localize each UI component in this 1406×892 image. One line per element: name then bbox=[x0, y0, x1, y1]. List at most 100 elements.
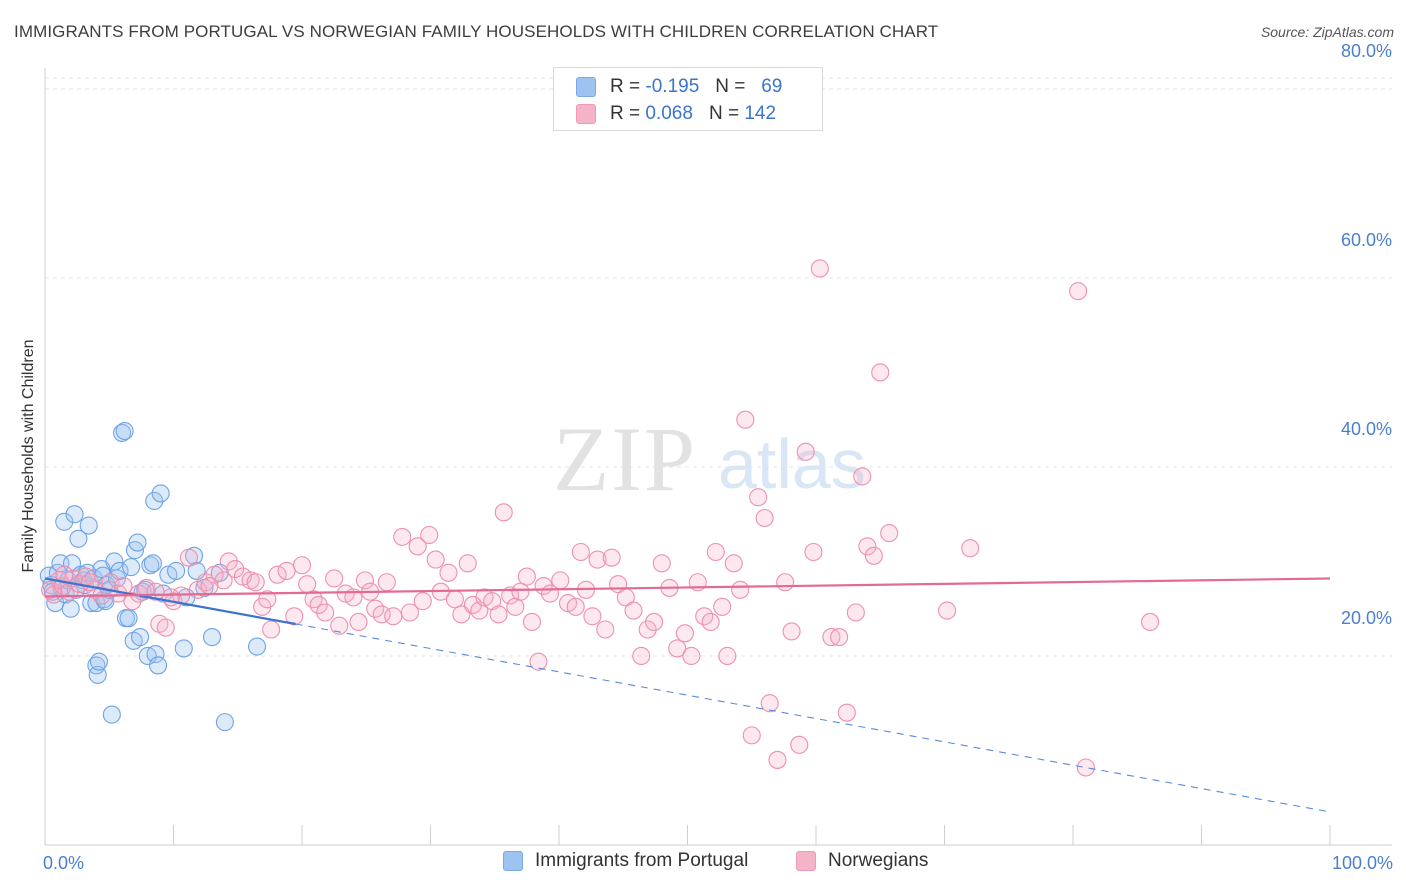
point-norwegians bbox=[701, 612, 720, 632]
legend-n-value: 69 bbox=[761, 76, 783, 97]
legend-item-portugal: Immigrants from Portugal bbox=[503, 850, 748, 872]
data-points bbox=[39, 259, 1160, 777]
point-norwegians bbox=[123, 592, 142, 611]
legend-row-portugal: R = -0.195 N = 69 bbox=[576, 75, 782, 99]
point-norwegians bbox=[511, 582, 530, 601]
point-norwegians bbox=[377, 573, 396, 592]
point-norwegians bbox=[200, 576, 219, 596]
series-legend: Immigrants from Portugal Norwegians bbox=[0, 850, 1406, 878]
x-tick-label: 100.0% bbox=[1332, 853, 1393, 873]
watermark-atlas: atlas bbox=[718, 425, 866, 503]
point-portugal bbox=[69, 529, 88, 548]
point-portugal bbox=[149, 656, 168, 675]
legend-r-value: -0.195 bbox=[645, 76, 700, 97]
legend-swatch-portugal bbox=[576, 77, 596, 97]
point-portugal bbox=[145, 491, 164, 511]
point-norwegians bbox=[830, 628, 849, 647]
point-norwegians bbox=[439, 563, 458, 582]
point-norwegians bbox=[588, 550, 607, 569]
legend-label-portugal: Immigrants from Portugal bbox=[535, 850, 749, 871]
point-norwegians bbox=[749, 488, 768, 507]
y-tick-label: 40.0% bbox=[1341, 419, 1392, 439]
point-norwegians bbox=[731, 580, 750, 599]
point-norwegians bbox=[522, 612, 542, 632]
point-norwegians bbox=[501, 586, 520, 605]
point-norwegians bbox=[760, 694, 779, 713]
point-norwegians bbox=[298, 575, 317, 594]
point-norwegians bbox=[400, 603, 419, 622]
point-norwegians bbox=[277, 561, 296, 580]
y-tick-label: 20.0% bbox=[1341, 608, 1392, 628]
point-portugal bbox=[128, 533, 147, 552]
watermark: ZIP atlas bbox=[553, 408, 866, 510]
point-norwegians bbox=[837, 703, 856, 722]
point-norwegians bbox=[349, 612, 368, 632]
point-portugal bbox=[115, 421, 134, 441]
point-norwegians bbox=[596, 620, 615, 639]
y-axis-title: Family Households with Children bbox=[20, 340, 37, 573]
point-norwegians bbox=[846, 603, 865, 622]
point-portugal bbox=[174, 639, 193, 658]
point-norwegians bbox=[706, 542, 725, 562]
point-norwegians bbox=[529, 652, 548, 671]
point-norwegians bbox=[675, 624, 694, 643]
point-norwegians bbox=[602, 548, 621, 567]
point-norwegians bbox=[489, 605, 508, 624]
trend-lines bbox=[44, 577, 1331, 813]
point-norwegians bbox=[668, 639, 687, 658]
point-norwegians bbox=[880, 524, 899, 543]
point-norwegians bbox=[724, 554, 743, 573]
point-portugal bbox=[247, 637, 267, 656]
point-norwegians bbox=[205, 565, 224, 584]
legend-row-norwegians: R = 0.068 N = 142 bbox=[576, 102, 776, 126]
point-norwegians bbox=[713, 597, 732, 616]
point-norwegians bbox=[810, 259, 829, 278]
point-portugal bbox=[167, 561, 186, 580]
point-norwegians bbox=[494, 503, 513, 522]
point-norwegians bbox=[325, 569, 344, 588]
point-norwegians bbox=[790, 735, 809, 754]
point-norwegians bbox=[858, 537, 877, 556]
point-norwegians bbox=[938, 601, 957, 620]
point-norwegians bbox=[262, 620, 281, 639]
point-norwegians bbox=[458, 554, 477, 573]
point-norwegians bbox=[776, 573, 795, 592]
point-norwegians bbox=[226, 559, 245, 579]
legend-item-norwegians: Norwegians bbox=[796, 850, 928, 872]
point-norwegians bbox=[316, 603, 335, 622]
point-norwegians bbox=[864, 546, 883, 565]
tick-labels: 20.0% 40.0% 60.0% 80.0% 0.0% 100.0% bbox=[43, 41, 1393, 873]
legend-n-label: N = bbox=[715, 76, 746, 97]
stats-legend: R = -0.195 N = 69 R = 0.068 N = 142 bbox=[553, 67, 823, 131]
point-norwegians bbox=[782, 622, 801, 641]
y-tick-label: 80.0% bbox=[1341, 41, 1392, 61]
legend-r-label: R = bbox=[610, 76, 641, 97]
point-portugal bbox=[55, 512, 74, 531]
point-norwegians bbox=[219, 552, 238, 571]
watermark-zip: ZIP bbox=[553, 408, 697, 510]
point-norwegians bbox=[413, 592, 432, 611]
point-norwegians bbox=[804, 542, 823, 562]
point-norwegians bbox=[853, 467, 872, 486]
point-portugal bbox=[215, 713, 234, 732]
point-norwegians bbox=[426, 550, 445, 569]
point-norwegians bbox=[736, 410, 755, 429]
point-norwegians bbox=[822, 628, 841, 647]
legend-swatch-norwegians bbox=[796, 851, 816, 871]
point-norwegians bbox=[583, 607, 602, 626]
source-label: Source: ZipAtlas.com bbox=[1260, 24, 1394, 40]
point-norwegians bbox=[551, 571, 570, 590]
trend-line-portugal-extension bbox=[295, 623, 1331, 813]
point-norwegians bbox=[372, 605, 391, 624]
point-portugal bbox=[119, 609, 138, 628]
point-norwegians bbox=[445, 590, 464, 609]
point-norwegians bbox=[304, 590, 323, 609]
point-norwegians bbox=[309, 595, 328, 614]
point-norwegians bbox=[156, 618, 175, 637]
legend-r-value: 0.068 bbox=[645, 103, 693, 124]
point-norwegians bbox=[292, 556, 312, 575]
trend-line-norwegians bbox=[44, 577, 1331, 598]
point-norwegians bbox=[393, 527, 412, 546]
point-norwegians bbox=[742, 726, 761, 745]
y-tick-label: 60.0% bbox=[1341, 230, 1392, 250]
